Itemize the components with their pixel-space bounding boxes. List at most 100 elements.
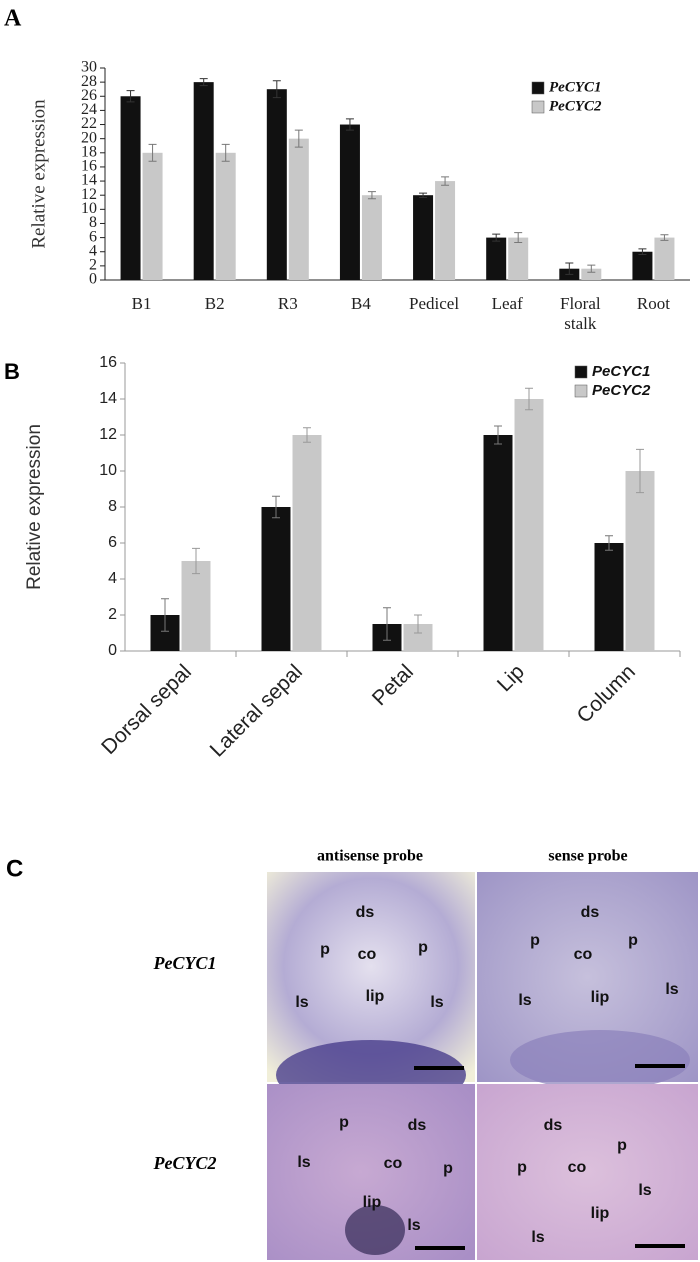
x-tick-label: Lip — [493, 660, 529, 696]
panel-label: A — [4, 6, 22, 32]
bar — [514, 399, 544, 651]
image-label: ls — [531, 1229, 544, 1246]
y-tick-label: 4 — [89, 242, 97, 259]
x-tick-label: R3 — [278, 294, 298, 313]
bar — [413, 195, 434, 280]
error-bar — [367, 191, 376, 200]
bar — [215, 152, 236, 280]
bar — [361, 195, 382, 280]
image-label: ls — [638, 1182, 651, 1199]
error-bar — [199, 78, 208, 87]
image-label: ls — [518, 992, 531, 1009]
micrograph — [477, 1084, 698, 1260]
legend-label: PeCYC1 — [592, 363, 650, 380]
image-label: ls — [430, 994, 443, 1011]
y-tick-label: 12 — [81, 186, 97, 203]
error-bar — [514, 232, 523, 244]
bar — [339, 124, 360, 281]
bar — [435, 181, 456, 280]
image-label: ls — [297, 1154, 310, 1171]
bar — [142, 152, 163, 280]
bar — [292, 435, 322, 651]
bar — [288, 138, 309, 280]
x-tick-label: Dorsal sepal — [97, 660, 196, 759]
legend-swatch — [531, 100, 545, 114]
y-tick-label: 24 — [81, 101, 97, 118]
image-label: p — [530, 932, 540, 949]
error-bar — [148, 143, 157, 162]
bar — [632, 251, 653, 280]
bar — [508, 237, 529, 280]
error-bar — [221, 143, 230, 162]
x-tick-label: Pedicel — [409, 294, 459, 313]
image-label: p — [617, 1137, 627, 1154]
legend-label: PeCYC1 — [549, 79, 602, 95]
panel-b: B Relative expression 0 2 4 6 8 10 12 14 16 Dorsal … — [4, 354, 681, 761]
panel-label: C — [6, 855, 23, 882]
image-label: p — [339, 1114, 349, 1131]
legend-swatch — [574, 384, 588, 398]
y-tick-label: 8 — [89, 214, 97, 231]
error-bar — [587, 264, 596, 273]
row-title: PeCYC2 — [153, 1153, 217, 1173]
y-tick-label: 12 — [99, 426, 117, 443]
y-tick-label: 14 — [99, 390, 117, 407]
x-tick-label: Leaf — [492, 294, 523, 313]
y-tick-label: 20 — [81, 129, 97, 146]
error-bar — [494, 425, 502, 445]
error-bar — [126, 90, 135, 103]
x-tick-label: Lateral sepal — [206, 660, 307, 761]
image-label: ds — [581, 904, 600, 921]
row-title: PeCYC1 — [153, 953, 217, 973]
error-bar — [414, 614, 422, 634]
y-tick-label: 22 — [81, 115, 97, 132]
bar — [193, 82, 214, 280]
error-bar — [419, 192, 428, 198]
bar — [483, 435, 513, 651]
image-label: p — [418, 939, 428, 956]
image-label: ls — [665, 981, 678, 998]
image-label: ds — [356, 904, 375, 921]
panel-label: B — [4, 359, 20, 384]
bar — [181, 561, 211, 651]
legend-swatch — [574, 365, 588, 379]
error-bar — [636, 448, 644, 494]
y-tick-label: 8 — [108, 498, 117, 515]
error-bar — [303, 427, 311, 443]
x-tick-label: B1 — [132, 294, 152, 313]
image-label: lip — [591, 1205, 610, 1222]
x-tick-label: Floral stalk — [560, 294, 601, 333]
error-bar — [192, 547, 200, 575]
image-label: ds — [544, 1117, 563, 1134]
y-tick-label: 16 — [99, 354, 117, 371]
image-label: p — [443, 1160, 453, 1177]
error-bar — [294, 129, 303, 148]
y-axis-title: Relative expression — [28, 99, 49, 249]
y-tick-label: 0 — [89, 271, 97, 288]
bar — [486, 237, 507, 280]
bar — [120, 96, 141, 281]
error-bar — [525, 387, 533, 411]
error-bar — [605, 535, 613, 551]
image-label: p — [628, 932, 638, 949]
image-label: co — [568, 1159, 587, 1176]
y-tick-label: 6 — [89, 228, 97, 245]
error-bar — [272, 80, 281, 99]
legend-label: PeCYC2 — [549, 98, 602, 114]
bar — [581, 268, 602, 280]
column-title: sense probe — [548, 848, 627, 865]
y-tick-label: 18 — [81, 143, 97, 160]
x-tick-label: Column — [573, 660, 640, 727]
bar — [266, 89, 287, 280]
bar — [594, 543, 624, 651]
legend-swatch — [531, 81, 545, 95]
image-label: ds — [408, 1117, 427, 1134]
micrograph-detail — [345, 1205, 405, 1255]
y-tick-label: 10 — [81, 200, 97, 217]
image-label: lip — [363, 1194, 382, 1211]
y-tick-label: 0 — [108, 642, 117, 659]
error-bar — [492, 233, 501, 242]
image-label: lip — [366, 988, 385, 1005]
y-tick-label: 6 — [108, 534, 117, 551]
